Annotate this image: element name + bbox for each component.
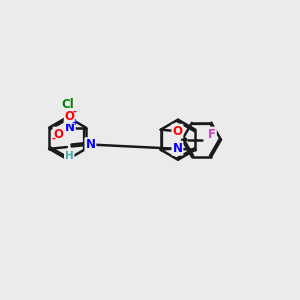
Text: O: O [53,128,64,141]
Text: N: N [85,138,95,151]
Text: Cl: Cl [61,98,74,111]
Text: O: O [65,110,75,123]
Text: -: - [52,134,56,144]
Text: N: N [65,121,75,134]
Text: -: - [72,107,76,117]
Text: O: O [172,125,182,138]
Text: +: + [72,118,78,127]
Text: N: N [172,142,182,155]
Text: H: H [65,151,74,161]
Text: F: F [208,128,216,141]
